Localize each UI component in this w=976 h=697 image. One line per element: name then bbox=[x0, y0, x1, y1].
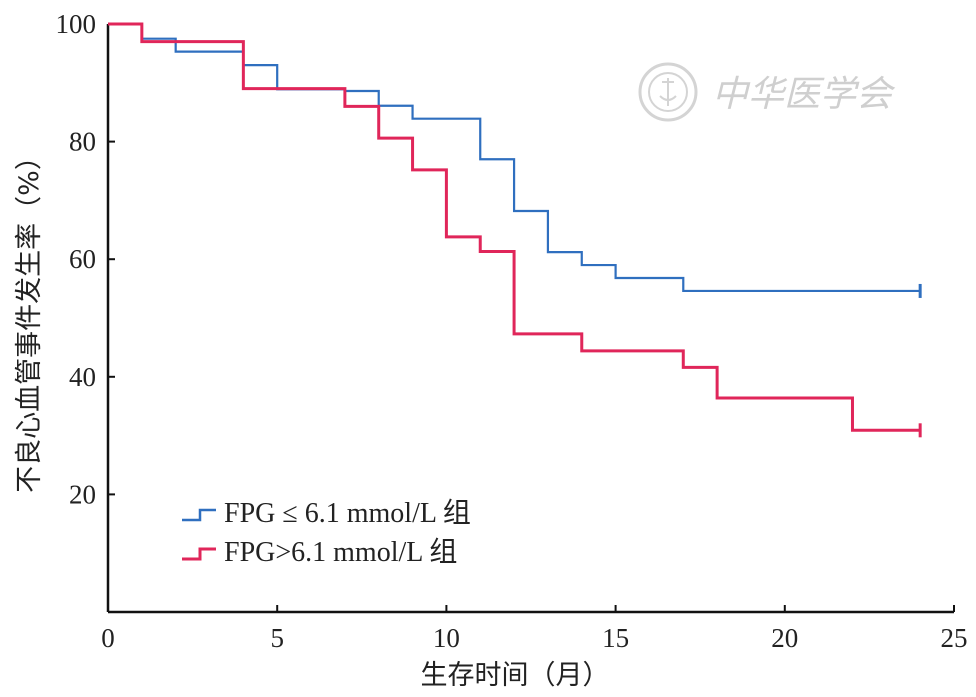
y-ticks: 20 40 60 80 100 bbox=[56, 9, 115, 509]
axes bbox=[106, 24, 954, 614]
legend-label-1: FPG ≤ 6.1 mmol/L 组 bbox=[224, 497, 471, 529]
x-tick-label: 0 bbox=[101, 623, 115, 653]
series-layer bbox=[108, 22, 922, 438]
y-tick-label: 60 bbox=[69, 244, 96, 274]
x-axis-title: 生存时间（月） bbox=[421, 660, 610, 691]
series-line-2 bbox=[108, 22, 921, 432]
x-tick-label: 5 bbox=[270, 623, 284, 653]
series-line-1 bbox=[108, 22, 921, 293]
y-axis-title: 不良心血管事件发生率（%） bbox=[14, 143, 45, 493]
legend-item-1: FPG ≤ 6.1 mmol/L 组 bbox=[182, 497, 471, 529]
x-tick-label: 25 bbox=[941, 623, 968, 653]
legend-swatch-1 bbox=[182, 508, 216, 522]
y-tick-label: 80 bbox=[69, 127, 96, 157]
y-tick-label: 100 bbox=[56, 9, 97, 39]
watermark-text: 中华医学会 bbox=[712, 74, 896, 115]
watermark: 中华医学会 bbox=[638, 62, 896, 122]
seal-logo-icon bbox=[638, 62, 698, 122]
x-tick-label: 20 bbox=[771, 623, 798, 653]
x-tick-label: 15 bbox=[602, 623, 629, 653]
legend: FPG ≤ 6.1 mmol/L 组 FPG>6.1 mmol/L 组 bbox=[182, 497, 471, 568]
legend-label-2: FPG>6.1 mmol/L 组 bbox=[224, 536, 457, 568]
x-tick-label: 10 bbox=[433, 623, 460, 653]
y-tick-label: 40 bbox=[69, 362, 96, 392]
legend-swatch-2 bbox=[182, 547, 216, 561]
legend-item-2: FPG>6.1 mmol/L 组 bbox=[182, 536, 457, 568]
y-tick-label: 20 bbox=[69, 479, 96, 509]
x-ticks: 0 5 10 15 20 25 bbox=[101, 605, 968, 653]
